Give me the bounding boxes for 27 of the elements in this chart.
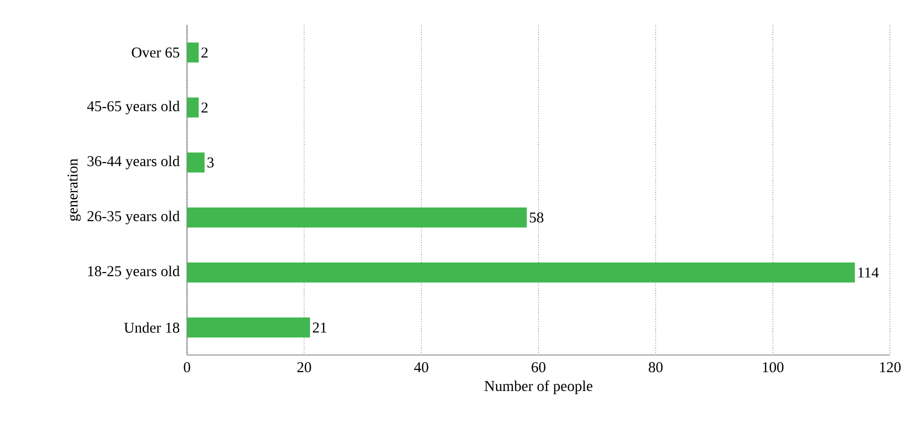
bar [187,42,199,63]
x-tick-label: 60 [532,362,546,372]
x-tick-label: 0 [184,362,190,372]
y-tick-label: 36-44 years old [88,156,180,170]
data-label: 2 [202,48,208,58]
data-label: 2 [202,102,208,112]
bar [187,318,310,338]
y-tick-label: 45-65 years old [87,100,180,114]
y-axis-title: generation [68,158,81,221]
data-label: 21 [312,322,326,332]
x-tick-label: 80 [648,362,663,372]
data-label: 58 [530,212,544,223]
y-tick-label: Under 18 [124,322,180,333]
x-axis-title: Number of people [484,380,592,394]
x-tick-label: 100 [762,362,784,372]
data-label: 3 [207,157,214,168]
y-tick-label: 18-25 years old [88,266,180,280]
x-tick-label: 40 [414,362,428,372]
bar [187,152,205,173]
data-label: 114 [858,268,879,278]
bar [187,98,199,118]
y-tick-label: Over 65 [132,47,180,58]
y-tick-label: 26-35 years old [88,210,180,224]
bar [187,262,855,283]
x-tick-label: 120 [880,362,901,372]
bar [187,208,527,228]
x-tick-label: 20 [297,362,312,372]
